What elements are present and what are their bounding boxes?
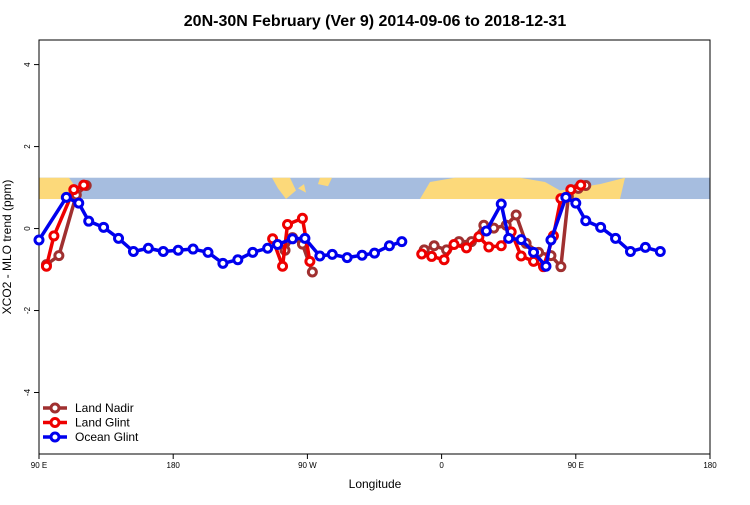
x-tick-label-0: 90 E — [31, 461, 47, 470]
series-1-point-2-1 — [426, 250, 438, 262]
series-1-point-2-4 — [460, 242, 472, 254]
y-axis-label: XCO2 - MLO trend (ppm) — [0, 180, 14, 315]
series-2-point-0-18 — [299, 232, 311, 244]
series-1-point-1-1 — [277, 260, 289, 272]
series-2-point-0-8 — [157, 246, 169, 258]
series-1-point-2-14 — [565, 184, 577, 196]
series-1-point-1-2 — [282, 218, 294, 230]
series-2-point-0-15 — [262, 242, 274, 254]
legend-marker-0 — [49, 402, 61, 414]
series-0-line-0 — [45, 184, 88, 267]
series-2-point-0-16 — [272, 239, 284, 251]
series-2-point-0-20 — [326, 248, 338, 260]
x-tick-label-2: 90 W — [298, 461, 317, 470]
series-1-point-2-15 — [575, 179, 587, 191]
chart-title: 20N-30N February (Ver 9) 2014-09-06 to 2… — [184, 13, 567, 30]
series-2-point-0-21 — [341, 252, 353, 264]
series-2-point-0-12 — [217, 257, 229, 269]
series-2-point-0-13 — [232, 254, 244, 266]
series-1-point-1-3 — [296, 212, 308, 224]
map-strip-land-3 — [318, 177, 332, 187]
y-tick-label-2: 0 — [23, 226, 32, 231]
map-strip-land-2 — [298, 184, 306, 193]
x-tick-label-5: 180 — [703, 461, 717, 470]
series-2-point-0-22 — [356, 249, 368, 261]
series-2-point-0-4 — [98, 221, 110, 233]
series-1 — [40, 179, 587, 273]
series-2-point-0-25 — [396, 236, 408, 248]
series-2-point-1-2 — [503, 232, 515, 244]
series-2-point-0-3 — [83, 215, 95, 227]
x-tick-label-1: 180 — [167, 461, 181, 470]
series-layer — [33, 179, 666, 278]
x-axis-label: Longitude — [349, 477, 402, 491]
plot-border — [38, 39, 711, 455]
series-1-point-0-0 — [40, 260, 52, 272]
series-2-point-1-14 — [654, 246, 666, 258]
series-0-point-2-1 — [428, 240, 440, 252]
series-2-point-0-6 — [127, 246, 139, 258]
series-2-point-0-19 — [314, 250, 326, 262]
series-2-point-1-0 — [480, 225, 492, 237]
series-2-point-0-9 — [172, 244, 184, 256]
series-2-point-1-6 — [545, 234, 557, 246]
y-tick-label-3: 2 — [23, 144, 32, 149]
series-2-point-0-0 — [33, 234, 45, 246]
series-2-point-1-1 — [495, 198, 507, 210]
series-2-point-0-1 — [60, 191, 72, 203]
map-strip — [39, 177, 710, 200]
legend-marker-1 — [49, 417, 61, 428]
legend-marker-2 — [49, 431, 61, 443]
series-0-point-0-1 — [53, 250, 65, 262]
series-0-point-2-12 — [555, 261, 567, 273]
series-1-point-1-4 — [304, 255, 316, 267]
series-1-point-0-2 — [68, 184, 80, 196]
y-tick-label-4: 4 — [23, 62, 32, 67]
legend-label-0: Land Nadir — [75, 401, 134, 415]
series-1-point-2-2 — [438, 254, 450, 266]
series-2-point-0-23 — [369, 247, 380, 259]
series-1-point-2-10 — [528, 255, 540, 267]
series-1-point-0-1 — [48, 230, 60, 242]
series-2 — [33, 191, 666, 272]
series-2-point-0-14 — [247, 246, 259, 258]
axes: 90 E 180 90 W 0 90 E 180 -4 -2 0 2 4 — [23, 62, 717, 470]
y-tick-label-0: -4 — [23, 388, 32, 396]
legend-label-1: Land Glint — [75, 416, 130, 430]
series-1-point-2-7 — [495, 240, 507, 252]
legend-label-2: Ocean Glint — [75, 430, 139, 444]
series-2-point-1-12 — [624, 246, 636, 258]
series-1-point-2-9 — [515, 250, 527, 262]
series-1-point-2-3 — [448, 239, 460, 251]
series-1-point-0-3 — [78, 179, 90, 191]
x-tick-label-3: 0 — [439, 461, 444, 470]
series-0-point-1-3 — [306, 266, 318, 278]
series-2-point-1-10 — [595, 221, 607, 233]
series-2-point-0-10 — [187, 243, 199, 255]
series-2-point-0-7 — [142, 242, 154, 254]
series-2-point-1-9 — [580, 215, 592, 227]
series-2-point-1-11 — [610, 232, 622, 244]
series-2-point-1-7 — [560, 191, 572, 203]
y-tick-label-1: -2 — [23, 306, 32, 314]
series-2-point-0-17 — [286, 233, 298, 245]
series-2-point-0-2 — [73, 197, 85, 209]
series-1-point-2-5 — [473, 231, 485, 243]
series-0-point-2-8 — [510, 209, 522, 221]
series-2-point-0-11 — [202, 246, 214, 258]
series-2-point-1-4 — [528, 246, 540, 258]
series-2-point-0-24 — [383, 240, 395, 252]
series-2-point-1-3 — [515, 234, 527, 246]
series-2-point-1-13 — [639, 241, 651, 253]
series-1-point-2-6 — [483, 241, 495, 253]
series-1-point-2-0 — [416, 248, 428, 260]
map-strip-land-1 — [272, 177, 296, 200]
series-2-point-1-5 — [540, 260, 552, 272]
x-tick-label-4: 90 E — [568, 461, 584, 470]
series-2-point-0-5 — [113, 232, 125, 244]
series-2-point-1-8 — [570, 197, 582, 209]
